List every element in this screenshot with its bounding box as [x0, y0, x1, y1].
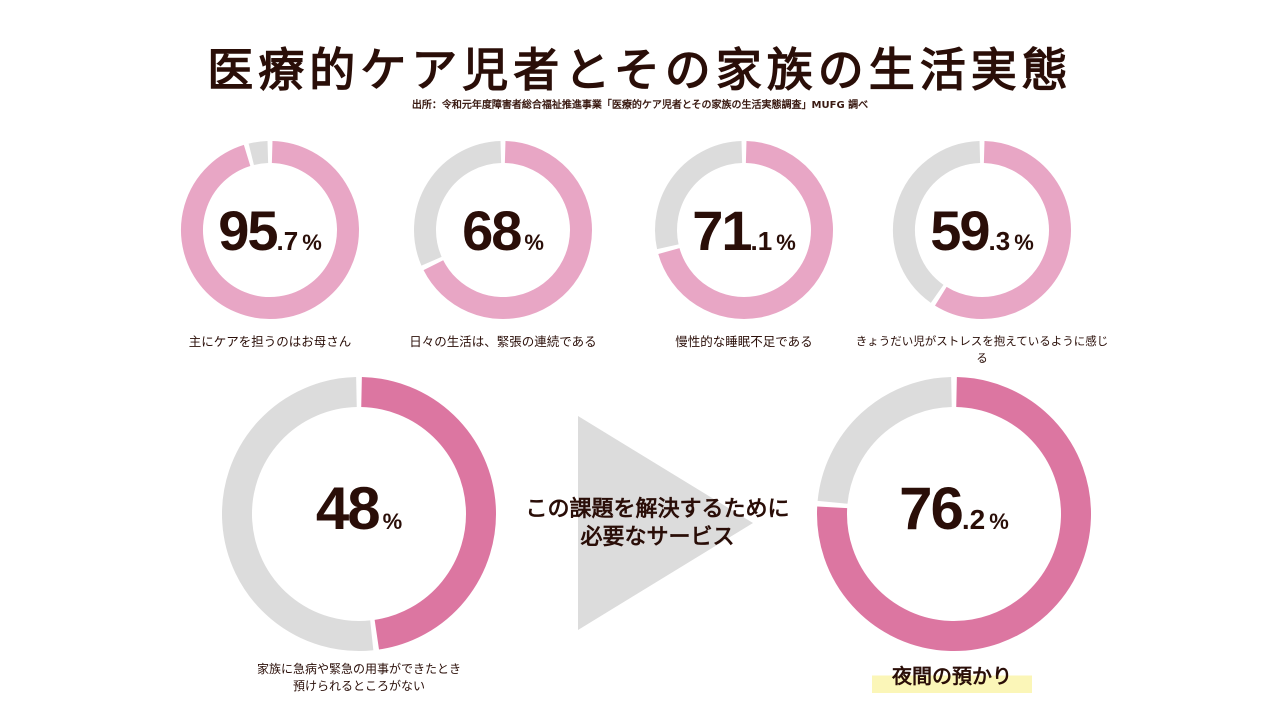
donut-label-5: 家族に急病や緊急の用事ができたとき 預けられるところがない [209, 661, 509, 695]
donut-value-5: 48% [315, 475, 403, 542]
page-title: 医療的ケア児者とその家族の生活実態 [207, 43, 1073, 97]
donut-value-6: 76.2% [899, 475, 1009, 542]
donut-value-arc [935, 141, 1071, 319]
donut-chart-1 [181, 141, 359, 319]
donut-label-4: きょうだい児がストレスを抱えているように感じる [855, 334, 1109, 365]
donut-label-3: 慢性的な睡眠不足である [675, 334, 813, 349]
donut-value-arc [658, 141, 833, 319]
solution-prompt-line-1: この課題を解決するために [525, 497, 790, 522]
source-note: 出所：令和元年度障害者総合福祉推進事業「医療的ケア児者とその家族の生活実態調査」… [411, 100, 869, 111]
donut-value-3: 71.1% [692, 199, 796, 262]
arrow-triangle-shape [578, 416, 753, 630]
solution-prompt-line-2: 必要なサービス [580, 525, 735, 550]
donut-value-arc [817, 377, 1091, 651]
donut-label-5-line-1: 家族に急病や緊急の用事ができたとき [256, 662, 461, 676]
donut-value-2: 68% [462, 199, 544, 262]
donut-value-arc [181, 141, 359, 319]
donut-value-arc [423, 141, 592, 319]
donut-label-1: 主にケアを担うのはお母さん [188, 334, 352, 349]
solution-prompt: この課題を解決するために 必要なサービス [515, 496, 800, 552]
donut-track-arc [248, 141, 269, 166]
donut-label-5-line-2: 預けられるところがない [292, 679, 425, 693]
donut-chart-3 [655, 141, 833, 319]
donut-track-arc [414, 141, 502, 266]
highlighted-service-label: 夜間の預かり [872, 661, 1032, 693]
donut-chart-5 [222, 377, 496, 651]
donut-chart-4 [893, 141, 1071, 319]
donut-track-arc [655, 141, 743, 250]
donut-value-4: 59.3% [930, 199, 1034, 262]
donut-value-arc [361, 377, 496, 650]
donut-track-arc [893, 141, 981, 303]
donut-track-arc [817, 377, 953, 505]
donut-chart-2 [414, 141, 592, 319]
donut-value-1: 95.7% [218, 199, 322, 262]
donut-chart-6 [817, 377, 1091, 651]
arrow-triangle [578, 416, 753, 630]
donut-track-arc [222, 377, 374, 651]
donut-label-2: 日々の生活は、緊張の連続である [409, 334, 597, 349]
